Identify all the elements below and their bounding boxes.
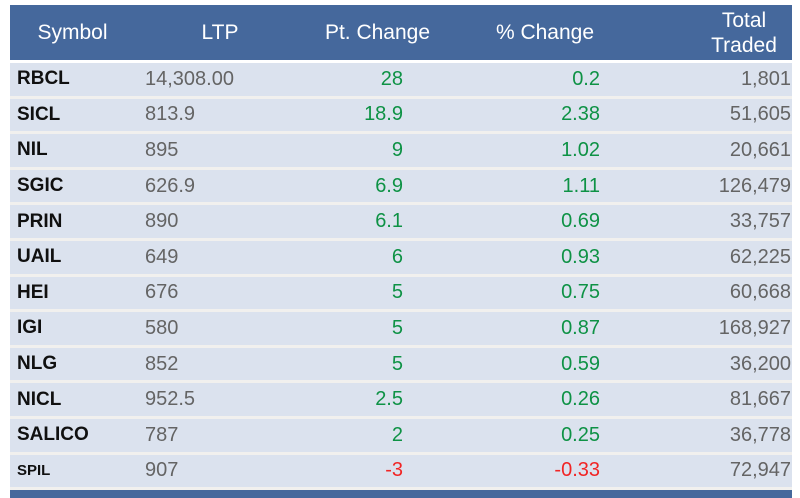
cell-pt-change: 6.1 (375, 210, 403, 233)
cell-pct-change: 1.02 (561, 138, 600, 161)
cell-pct-change: 0.25 (561, 423, 600, 446)
cell-pct-change: 0.59 (561, 352, 600, 375)
cell-pct-change: 0.87 (561, 316, 600, 339)
cell-ltp: 813.9 (145, 103, 196, 126)
column-header-total-traded: Total Traded (640, 5, 792, 60)
cell-pt-change: 28 (380, 67, 403, 90)
cell-pt-change: 18.9 (364, 103, 403, 126)
cell-symbol: SGIC (17, 175, 64, 197)
cell-symbol: NICL (17, 388, 62, 410)
cell-ltp: 787 (145, 423, 179, 446)
cell-symbol: SICL (17, 103, 61, 125)
column-header-pt-change: Pt. Change (324, 20, 431, 44)
table-row: NICL 952.5 2.5 0.26 81,667 (10, 383, 792, 419)
cell-pct-change: 0.2 (572, 67, 600, 90)
table-row: SICL 813.9 18.9 2.38 51,605 (10, 98, 792, 135)
cell-pct-change: 1.11 (562, 174, 600, 197)
cell-symbol: PRIN (17, 210, 63, 232)
cell-pt-change: 5 (391, 316, 403, 339)
cell-symbol: SPIL (17, 462, 51, 480)
cell-ltp: 580 (145, 316, 179, 339)
column-header-total-line2: Traded (711, 33, 777, 57)
cell-pt-change: 9 (391, 138, 403, 161)
column-header-pct-change: % Change (495, 20, 595, 44)
cell-pt-change: 5 (391, 281, 403, 304)
cell-pct-change: 0.26 (561, 388, 600, 411)
cell-total-traded: 51,605 (729, 103, 791, 126)
cell-total-traded: 1,801 (740, 67, 791, 90)
cell-total-traded: 20,661 (729, 138, 791, 161)
table-row: SPIL 907 -3 -0.33 72,947 (10, 454, 792, 491)
table-body: RBCL 14,308.00 28 0.2 1,801 SICL 813.9 1… (10, 63, 792, 491)
cell-ltp: 952.5 (145, 388, 196, 411)
cell-ltp: 852 (145, 352, 179, 375)
cell-ltp: 626.9 (145, 174, 196, 197)
cell-pt-change: 2 (391, 423, 403, 446)
cell-symbol: NIL (17, 139, 48, 161)
cell-symbol: UAIL (17, 246, 62, 268)
stock-table-panel: Symbol LTP Pt. Change % Change Total Tra… (10, 5, 792, 498)
cell-pt-change: 5 (391, 352, 403, 375)
cell-pt-change: 6.9 (375, 174, 403, 197)
cell-ltp: 649 (145, 245, 179, 268)
cell-total-traded: 72,947 (729, 459, 791, 482)
table-header-row: Symbol LTP Pt. Change % Change Total Tra… (10, 5, 792, 60)
cell-ltp: 676 (145, 281, 179, 304)
cell-symbol: RBCL (17, 68, 70, 90)
cell-pt-change: -3 (385, 459, 403, 482)
table-row: HEI 676 5 0.75 60,668 (10, 276, 792, 313)
cell-ltp: 890 (145, 210, 179, 233)
table-row: IGI 580 5 0.87 168,927 (10, 312, 792, 348)
column-header-ltp: LTP (201, 20, 239, 44)
table-row: SALICO 787 2 0.25 36,778 (10, 418, 792, 455)
cell-ltp: 907 (145, 459, 179, 482)
table-row: SGIC 626.9 6.9 1.11 126,479 (10, 169, 792, 206)
next-section-header-edge (10, 490, 792, 498)
cell-pt-change: 2.5 (375, 388, 403, 411)
cell-symbol: SALICO (17, 424, 89, 446)
table-row: NLG 852 5 0.59 36,200 (10, 347, 792, 384)
cell-total-traded: 36,778 (729, 423, 791, 446)
column-header-total-line1: Total (721, 8, 767, 32)
cell-ltp: 14,308.00 (145, 67, 234, 90)
column-header-symbol: Symbol (37, 20, 108, 44)
cell-total-traded: 33,757 (729, 210, 791, 233)
cell-total-traded: 60,668 (729, 281, 791, 304)
cell-pct-change: 0.75 (561, 281, 600, 304)
cell-total-traded: 81,667 (729, 388, 791, 411)
cell-pct-change: -0.33 (554, 459, 600, 482)
cell-symbol: IGI (17, 317, 43, 339)
cell-pct-change: 0.69 (561, 210, 600, 233)
cell-total-traded: 126,479 (718, 174, 791, 197)
cell-total-traded: 168,927 (718, 316, 791, 339)
cell-ltp: 895 (145, 138, 179, 161)
table-row: UAIL 649 6 0.93 62,225 (10, 240, 792, 277)
table-row: PRIN 890 6.1 0.69 33,757 (10, 205, 792, 241)
cell-symbol: NLG (17, 353, 58, 375)
cell-total-traded: 62,225 (729, 245, 791, 268)
cell-pct-change: 0.93 (561, 245, 600, 268)
table-row: NIL 895 9 1.02 20,661 (10, 134, 792, 170)
cell-pt-change: 6 (391, 245, 403, 268)
cell-total-traded: 36,200 (729, 352, 791, 375)
table-row: RBCL 14,308.00 28 0.2 1,801 (10, 63, 792, 99)
cell-pct-change: 2.38 (561, 103, 600, 126)
cell-symbol: HEI (17, 281, 49, 303)
